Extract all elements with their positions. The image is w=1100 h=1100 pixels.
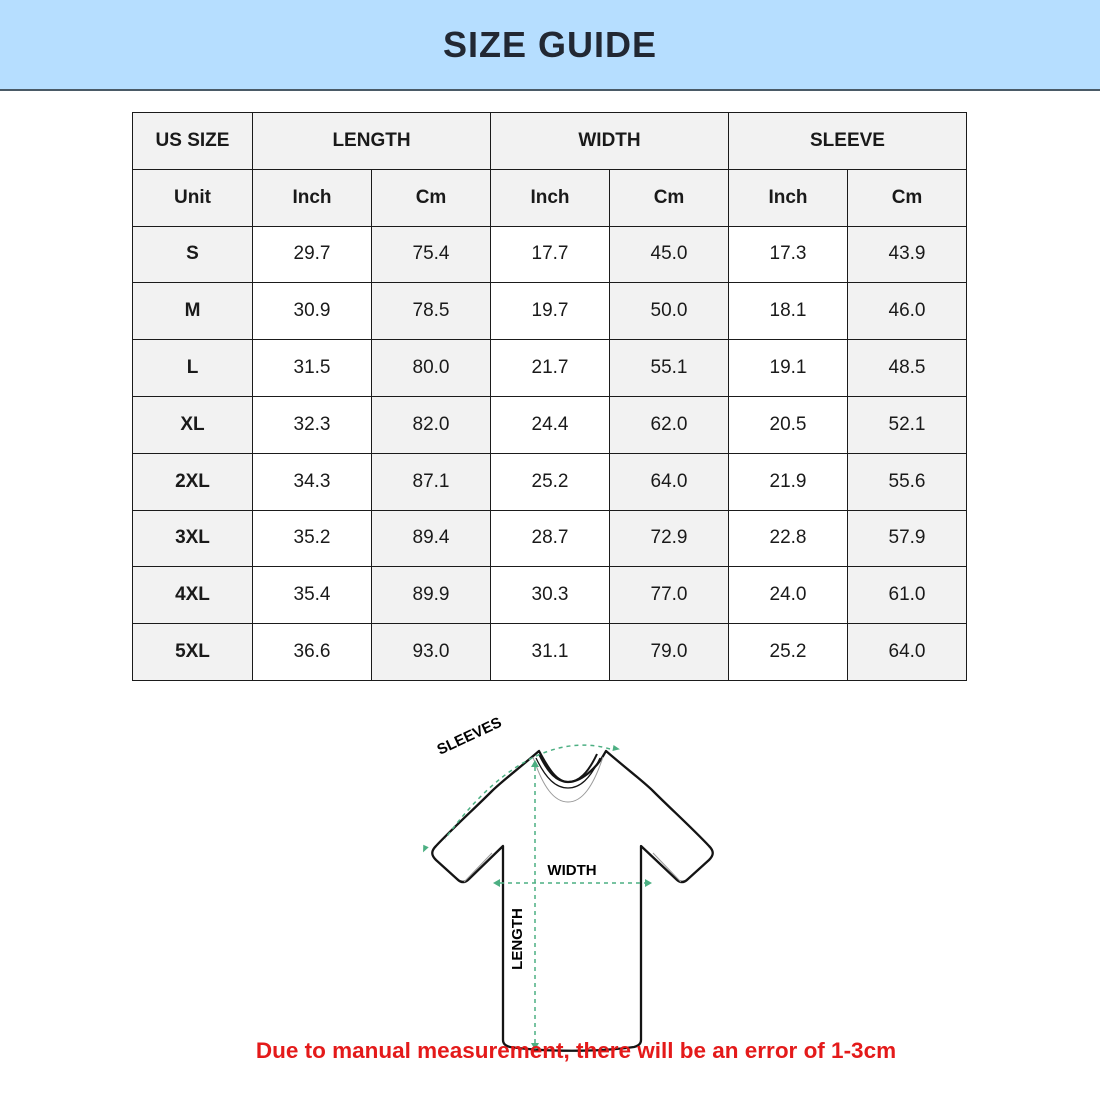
svg-text:LENGTH: LENGTH xyxy=(509,908,526,970)
svg-text:SLEEVES: SLEEVES xyxy=(435,717,505,759)
svg-text:WIDTH: WIDTH xyxy=(547,862,596,879)
